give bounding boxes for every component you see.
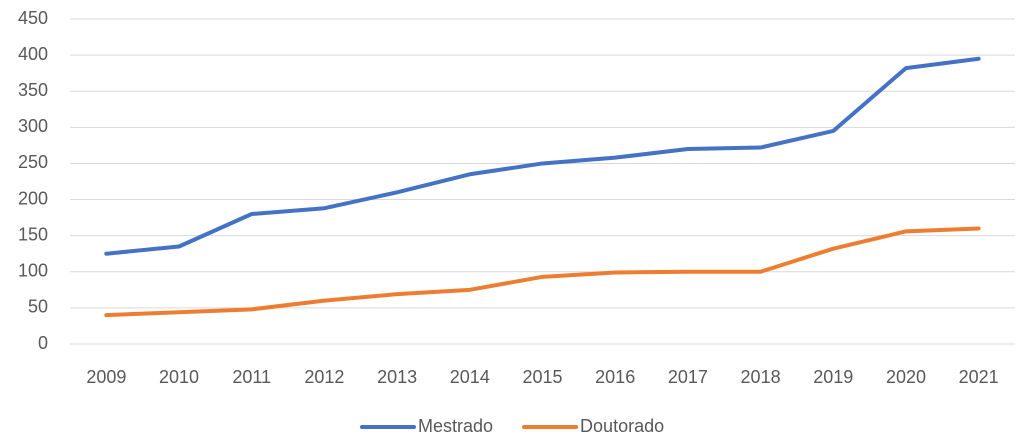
x-tick-label: 2017 <box>668 367 708 387</box>
x-tick-label: 2019 <box>813 367 853 387</box>
x-tick-label: 2021 <box>959 367 999 387</box>
legend-label: Doutorado <box>580 416 664 436</box>
y-tick-label: 300 <box>18 116 48 136</box>
x-tick-label: 2014 <box>450 367 490 387</box>
y-tick-label: 0 <box>38 333 48 353</box>
x-tick-label: 2018 <box>741 367 781 387</box>
y-tick-label: 250 <box>18 152 48 172</box>
x-tick-label: 2020 <box>886 367 926 387</box>
y-tick-label: 350 <box>18 80 48 100</box>
x-tick-label: 2015 <box>522 367 562 387</box>
y-tick-label: 450 <box>18 8 48 28</box>
x-tick-label: 2009 <box>86 367 126 387</box>
y-tick-label: 150 <box>18 224 48 244</box>
y-tick-label: 50 <box>28 297 48 317</box>
y-tick-label: 100 <box>18 261 48 281</box>
y-tick-label: 400 <box>18 44 48 64</box>
x-tick-label: 2010 <box>159 367 199 387</box>
x-tick-label: 2012 <box>304 367 344 387</box>
y-tick-label: 200 <box>18 188 48 208</box>
data-line <box>104 226 981 318</box>
legend-label: Mestrado <box>418 416 493 436</box>
x-tick-label: 2013 <box>377 367 417 387</box>
data-line <box>104 56 981 256</box>
x-tick-label: 2016 <box>595 367 635 387</box>
x-tick-label: 2011 <box>232 367 271 387</box>
